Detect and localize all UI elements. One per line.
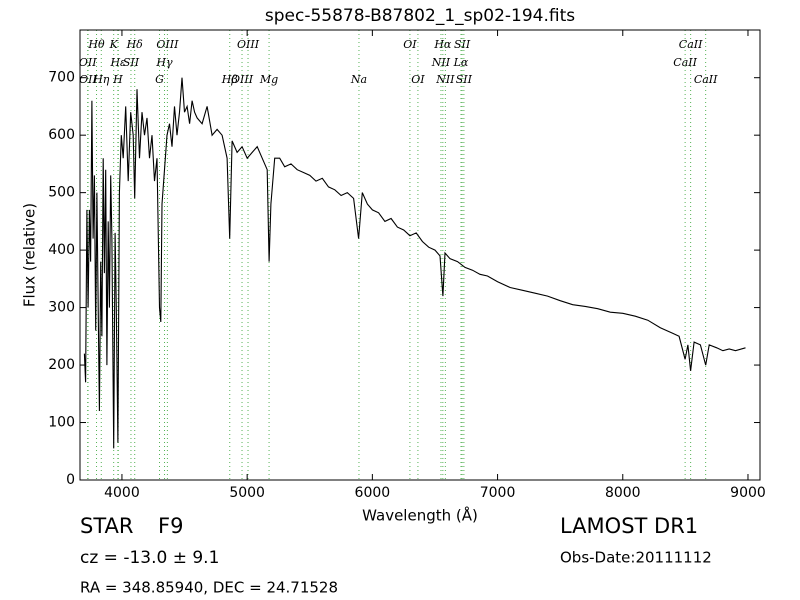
y-tick-label: 700	[48, 70, 75, 86]
spectral-line-label: Hδ	[126, 38, 144, 51]
spectral-line-label: G	[155, 73, 164, 86]
y-tick-label: 200	[48, 357, 75, 373]
y-tick-label: 400	[48, 242, 75, 258]
spectral-line-label: NII	[431, 56, 451, 69]
spectral-line-label: OIII	[237, 38, 260, 51]
spectral-line-label: SII	[123, 56, 140, 69]
spectral-line-label: NII	[435, 73, 455, 86]
spectral-line-label: K	[109, 38, 119, 51]
plot-frame	[79, 29, 761, 481]
spectral-line-label: Hα	[433, 38, 452, 51]
redshift: cz = -13.0 ± 9.1	[80, 548, 219, 568]
x-tick-label: 7000	[480, 485, 516, 501]
y-tick-label: 600	[48, 127, 75, 143]
spectral-line-label: OIII	[231, 73, 254, 86]
y-tick-label: 100	[48, 415, 75, 431]
spectral-line-label: OIII	[156, 38, 179, 51]
spectral-line-label: OI	[403, 38, 417, 51]
x-tick-label: 8000	[605, 485, 641, 501]
spectral-line-label: OI	[411, 73, 425, 86]
x-tick-label: 5000	[229, 485, 265, 501]
x-tick-label: 6000	[355, 485, 391, 501]
spectral-line-label: Mg	[259, 73, 278, 86]
y-tick-label: 300	[48, 300, 75, 316]
spectrum-line	[83, 77, 746, 449]
spectral-line-label: Lα	[453, 56, 469, 69]
object-class: STAR	[80, 514, 133, 538]
spectral-line-label: H	[112, 73, 123, 86]
spectral-line-label: Hη	[92, 73, 110, 86]
spectral-line-label: SII	[454, 38, 471, 51]
spectral-line-label: CaII	[673, 56, 697, 69]
spectral-line-label: Hβ	[221, 73, 238, 86]
subclass: F9	[158, 514, 183, 538]
y-axis-label: Flux (relative)	[21, 203, 39, 307]
spectral-line-label: SII	[456, 73, 473, 86]
spectral-line-label: Hθ	[87, 38, 105, 51]
x-tick-label: 9000	[730, 485, 766, 501]
spectral-line-label: Hγ	[155, 56, 173, 69]
y-tick-label: 500	[48, 185, 75, 201]
survey: LAMOST DR1	[560, 514, 698, 538]
chart-title: spec-55878-B87802_1_sp02-194.fits	[265, 6, 575, 26]
spectral-line-label: CaII	[679, 38, 703, 51]
spectral-line-label: Na	[350, 73, 367, 86]
obs-date: Obs-Date:20111112	[560, 549, 712, 567]
coordinates: RA = 348.85940, DEC = 24.71528	[80, 579, 338, 597]
y-tick-label: 0	[66, 472, 75, 488]
spectral-line-label: CaII	[694, 73, 718, 86]
x-tick-label: 4000	[104, 485, 140, 501]
spectral-line-label: OII	[79, 73, 97, 86]
x-axis-label: Wavelength (Å)	[362, 506, 478, 525]
